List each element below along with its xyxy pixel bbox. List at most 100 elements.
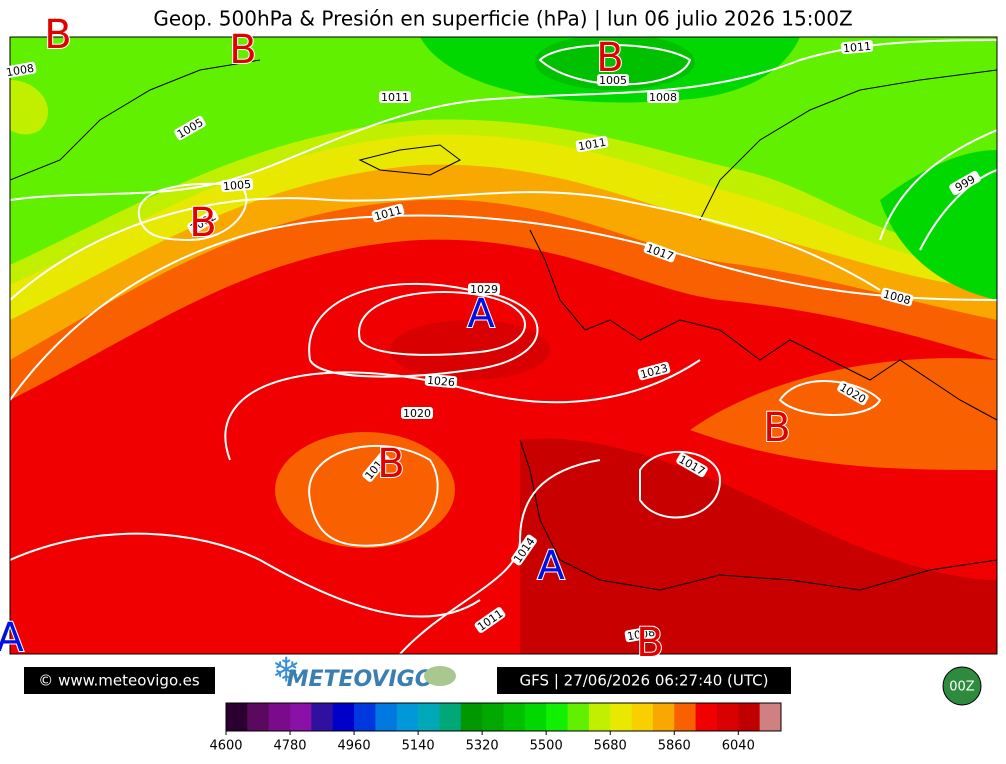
isobar-label-bg	[597, 74, 629, 86]
colorbar-swatch	[439, 703, 462, 731]
isobar-label-bg	[362, 452, 390, 482]
isobar-label: 1020	[403, 407, 431, 420]
leaf-icon	[424, 666, 456, 686]
isobar-label-bg	[676, 452, 708, 478]
run-badge: 00Z	[949, 680, 975, 695]
colorbar-swatch	[759, 703, 782, 731]
logo: METEOVIGO	[287, 667, 434, 692]
isobar-label-bg	[880, 287, 914, 307]
colorbar-swatch	[247, 703, 270, 731]
colorbar-swatch	[290, 703, 312, 731]
colorbar-swatch	[396, 703, 419, 731]
colorbar-swatch	[738, 703, 761, 731]
colorbar-swatch	[460, 703, 483, 731]
isobar-label-bg	[401, 407, 433, 419]
pressure-center: B	[763, 405, 790, 451]
run-info-box	[497, 667, 791, 694]
isobar-label-bg	[424, 373, 458, 389]
colorbar-tick-label: 5500	[530, 739, 563, 754]
pressure-center: B	[44, 12, 71, 58]
isobar-label-bg	[474, 607, 506, 633]
isobar-label-bg	[187, 209, 219, 235]
colorbar-tick-label: 4780	[273, 739, 306, 754]
colorbar-swatch	[674, 703, 697, 731]
isobar-label-group: 1011	[575, 135, 609, 154]
isobar-label-group: 1029	[468, 283, 500, 296]
colorbar-swatch	[226, 703, 248, 731]
isobar-label-bg	[647, 91, 679, 103]
isobar-label-bg	[949, 170, 981, 196]
isobar-label: 1026	[426, 374, 455, 389]
colorbar-tick-label: 4600	[209, 739, 242, 754]
isobar-label-group: 1005	[597, 74, 629, 87]
isobar-label-bg	[468, 283, 500, 295]
colorbar-swatch	[524, 703, 547, 731]
isobar-label: 1011	[577, 136, 607, 154]
colorbar-tick-label: 6040	[722, 739, 755, 754]
isobar-label-group: 1008	[3, 61, 37, 80]
map-frame	[9, 36, 998, 655]
pressure-center: B	[636, 620, 663, 666]
isobar-label-bg	[511, 534, 537, 566]
colorbar-swatch	[354, 703, 376, 731]
isobar-label-bg	[837, 380, 869, 406]
isobar-label-group: 1011	[840, 39, 874, 55]
isobar-label-bg	[371, 203, 405, 223]
isobar-label-group: 1011	[379, 91, 411, 104]
run-badge-circle	[942, 666, 982, 706]
colorbar-swatch	[631, 703, 654, 731]
isobar-label: 1008	[649, 91, 677, 104]
map	[10, 37, 997, 654]
isobar-label-bg	[624, 625, 658, 643]
isobar-label-bg	[174, 115, 206, 141]
copyright: © www.meteovigo.es	[38, 672, 200, 690]
isobar-label-bg	[575, 135, 609, 153]
snowflake-icon: ❄	[272, 651, 301, 691]
colorbar-swatch	[268, 703, 291, 731]
isobar-label-bg	[379, 91, 411, 103]
isobar-label-group: 1026	[424, 373, 458, 389]
pressure-center: A	[0, 615, 24, 661]
isobar-label-bg	[643, 241, 677, 263]
colorbar-swatch	[418, 703, 440, 731]
colorbar-tick-label: 4960	[338, 739, 371, 754]
isobar-label: 1008	[626, 626, 656, 644]
isobar-label-bg	[3, 61, 37, 79]
isobar-label-bg	[637, 361, 671, 381]
colorbar-tick-label: 5140	[402, 739, 435, 754]
isobar-label: 1008	[5, 62, 35, 80]
isobar-label: 1005	[223, 178, 252, 193]
colorbar-tick-label: 5320	[466, 739, 499, 754]
isobar-label-group: 1020	[401, 407, 433, 420]
colorbar-swatch	[503, 703, 526, 731]
pressure-center: A	[467, 291, 495, 337]
isobar-label: 1011	[381, 91, 409, 104]
colorbar-swatch	[652, 703, 675, 731]
isobar-label: 1011	[843, 40, 872, 55]
colorbar-swatch	[311, 703, 334, 731]
pressure-center: A	[537, 543, 565, 589]
isobar-label-bg	[840, 39, 874, 55]
pressure-center: B	[189, 200, 216, 246]
copyright-box	[24, 667, 215, 694]
run-info: GFS | 27/06/2026 06:27:40 (UTC)	[520, 672, 769, 690]
colorbar-tick-label: 5680	[594, 739, 627, 754]
colorbar-swatch	[332, 703, 355, 731]
pressure-center: B	[377, 441, 404, 487]
isobar-label-group: 1008	[624, 625, 658, 644]
isobar-label-group: 1008	[647, 91, 679, 104]
colorbar-swatch	[610, 703, 633, 731]
colorbar-swatch	[375, 703, 398, 731]
colorbar-tick-label: 5860	[658, 739, 691, 754]
colorbar-swatch	[695, 703, 718, 731]
pressure-center: B	[229, 27, 256, 73]
colorbar-swatch	[482, 703, 504, 731]
pressure-center: B	[596, 35, 623, 81]
colorbar-frame	[225, 702, 782, 732]
colorbar-swatch	[546, 703, 569, 731]
colorbar-swatch	[716, 703, 739, 731]
isobar-label: 1029	[470, 283, 498, 296]
colorbar-swatch	[567, 703, 590, 731]
colorbar-swatch	[588, 703, 611, 731]
